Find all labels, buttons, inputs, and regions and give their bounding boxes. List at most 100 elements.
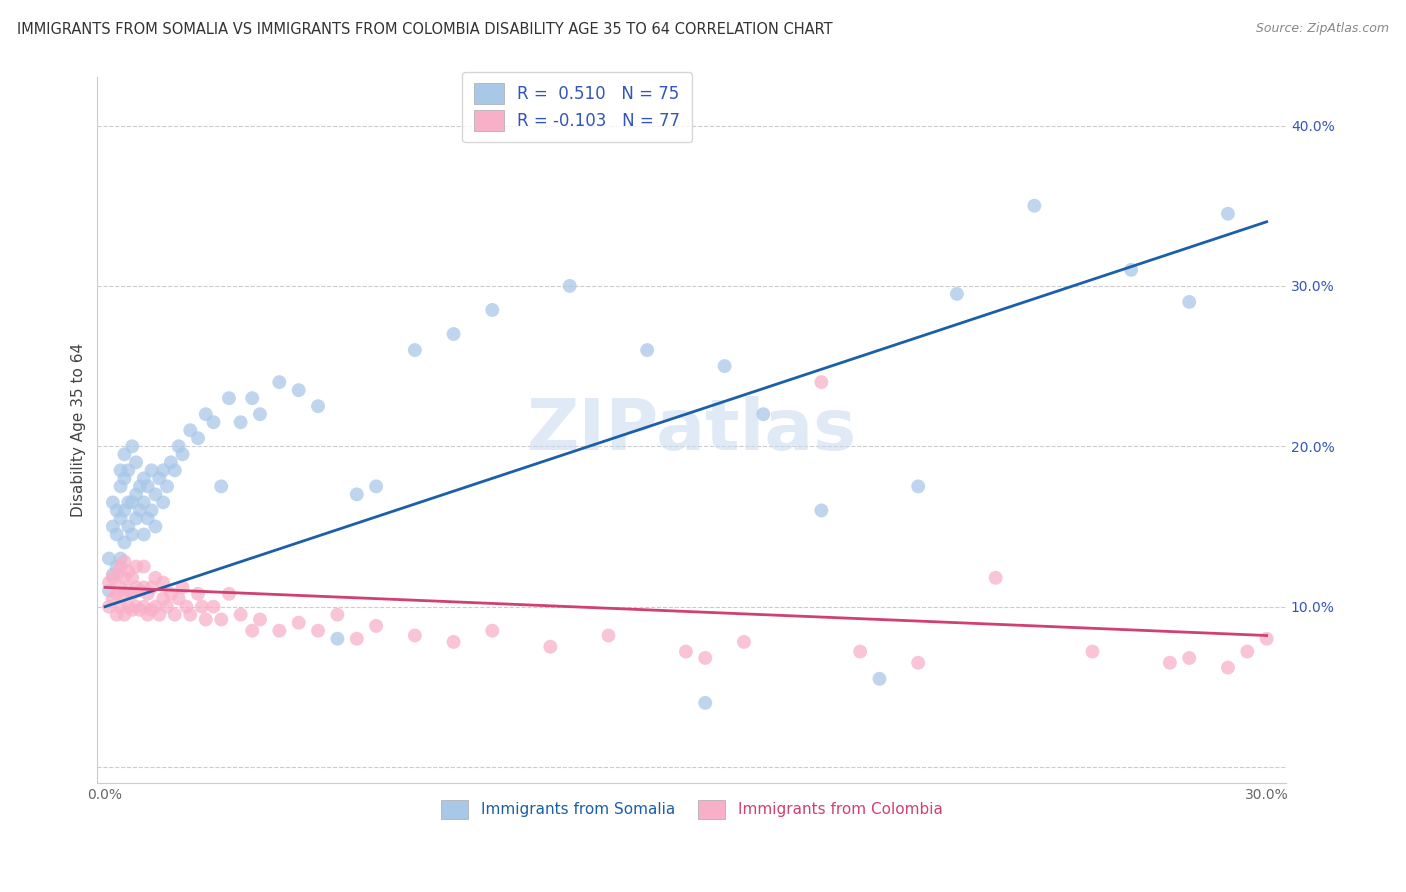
Point <box>218 391 240 405</box>
Point <box>163 607 186 622</box>
Point <box>117 583 139 598</box>
Point <box>98 583 121 598</box>
Point <box>713 359 735 373</box>
Point <box>114 503 136 517</box>
Point <box>1236 644 1258 658</box>
Text: Source: ZipAtlas.com: Source: ZipAtlas.com <box>1256 22 1389 36</box>
Point <box>869 672 891 686</box>
Point <box>101 519 124 533</box>
Point <box>307 624 329 638</box>
Point <box>481 302 503 317</box>
Point <box>191 599 214 614</box>
Point <box>105 559 128 574</box>
Point <box>141 463 163 477</box>
Point <box>136 587 159 601</box>
Point <box>307 399 329 413</box>
Point <box>114 555 136 569</box>
Point <box>249 407 271 421</box>
Point <box>1256 632 1278 646</box>
Point <box>125 599 148 614</box>
Point <box>1024 199 1046 213</box>
Point <box>141 603 163 617</box>
Point <box>121 587 143 601</box>
Point <box>167 591 190 606</box>
Point <box>1216 207 1239 221</box>
Point <box>160 587 183 601</box>
Point <box>443 635 465 649</box>
Point <box>98 599 121 614</box>
Point <box>366 479 388 493</box>
Point <box>98 575 121 590</box>
Point <box>240 391 263 405</box>
Point <box>156 479 179 493</box>
Point <box>125 511 148 525</box>
Point <box>810 375 832 389</box>
Point <box>129 503 152 517</box>
Point <box>287 383 309 397</box>
Point <box>121 603 143 617</box>
Point <box>443 326 465 341</box>
Point <box>202 415 225 429</box>
Point <box>132 527 155 541</box>
Point <box>105 587 128 601</box>
Point <box>101 495 124 509</box>
Point <box>1178 651 1201 665</box>
Point <box>141 503 163 517</box>
Point <box>240 624 263 638</box>
Point <box>132 599 155 614</box>
Point <box>1081 644 1104 658</box>
Point <box>121 527 143 541</box>
Point <box>132 471 155 485</box>
Point <box>558 279 581 293</box>
Point <box>129 583 152 598</box>
Point <box>1216 660 1239 674</box>
Point <box>98 551 121 566</box>
Point <box>404 343 426 357</box>
Point <box>101 567 124 582</box>
Point <box>101 591 124 606</box>
Point <box>269 624 291 638</box>
Point <box>152 463 174 477</box>
Point <box>695 696 717 710</box>
Point <box>152 495 174 509</box>
Point <box>187 431 209 445</box>
Point <box>125 581 148 595</box>
Point <box>810 503 832 517</box>
Legend: Immigrants from Somalia, Immigrants from Colombia: Immigrants from Somalia, Immigrants from… <box>434 794 949 825</box>
Point <box>132 581 155 595</box>
Point <box>287 615 309 630</box>
Point <box>125 487 148 501</box>
Point <box>179 423 201 437</box>
Point <box>636 343 658 357</box>
Point <box>202 599 225 614</box>
Point <box>152 591 174 606</box>
Point <box>1178 295 1201 310</box>
Point <box>187 587 209 601</box>
Point <box>733 635 755 649</box>
Point <box>145 571 167 585</box>
Point <box>172 581 194 595</box>
Point <box>598 628 620 642</box>
Point <box>132 495 155 509</box>
Point <box>110 479 132 493</box>
Point <box>249 612 271 626</box>
Point <box>121 571 143 585</box>
Point <box>110 559 132 574</box>
Point <box>148 471 170 485</box>
Point <box>1121 263 1143 277</box>
Point <box>125 455 148 469</box>
Point <box>675 644 697 658</box>
Point <box>172 447 194 461</box>
Point <box>326 607 349 622</box>
Point <box>326 632 349 646</box>
Point <box>136 479 159 493</box>
Text: IMMIGRANTS FROM SOMALIA VS IMMIGRANTS FROM COLOMBIA DISABILITY AGE 35 TO 64 CORR: IMMIGRANTS FROM SOMALIA VS IMMIGRANTS FR… <box>17 22 832 37</box>
Point <box>481 624 503 638</box>
Point <box>145 519 167 533</box>
Point <box>156 599 179 614</box>
Point <box>145 487 167 501</box>
Point <box>907 656 929 670</box>
Point <box>117 463 139 477</box>
Point <box>194 407 217 421</box>
Point <box>117 495 139 509</box>
